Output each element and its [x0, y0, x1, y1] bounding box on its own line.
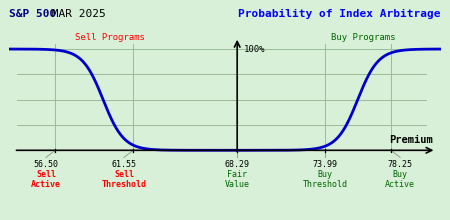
Text: 73.99: 73.99 — [313, 160, 338, 169]
Text: Threshold: Threshold — [101, 180, 146, 189]
Text: Sell Programs: Sell Programs — [75, 33, 145, 42]
Text: 100%: 100% — [243, 44, 265, 53]
Text: Active: Active — [385, 180, 415, 189]
Text: MAR 2025: MAR 2025 — [45, 9, 106, 19]
Text: 78.25: 78.25 — [387, 160, 413, 169]
Text: Sell: Sell — [114, 170, 134, 179]
Text: Premium: Premium — [390, 135, 433, 145]
Text: Buy: Buy — [318, 170, 333, 179]
Text: Sell: Sell — [36, 170, 56, 179]
Text: 56.50: 56.50 — [34, 160, 58, 169]
Text: Active: Active — [31, 180, 61, 189]
Text: Value: Value — [225, 180, 250, 189]
Text: Threshold: Threshold — [303, 180, 348, 189]
Text: S&P 500: S&P 500 — [9, 9, 56, 19]
Text: Fair: Fair — [227, 170, 247, 179]
Text: 68.29: 68.29 — [225, 160, 250, 169]
Text: Buy: Buy — [392, 170, 408, 179]
Text: 61.55: 61.55 — [112, 160, 136, 169]
Text: Probability of Index Arbitrage: Probability of Index Arbitrage — [238, 9, 441, 19]
Text: Buy Programs: Buy Programs — [332, 33, 396, 42]
